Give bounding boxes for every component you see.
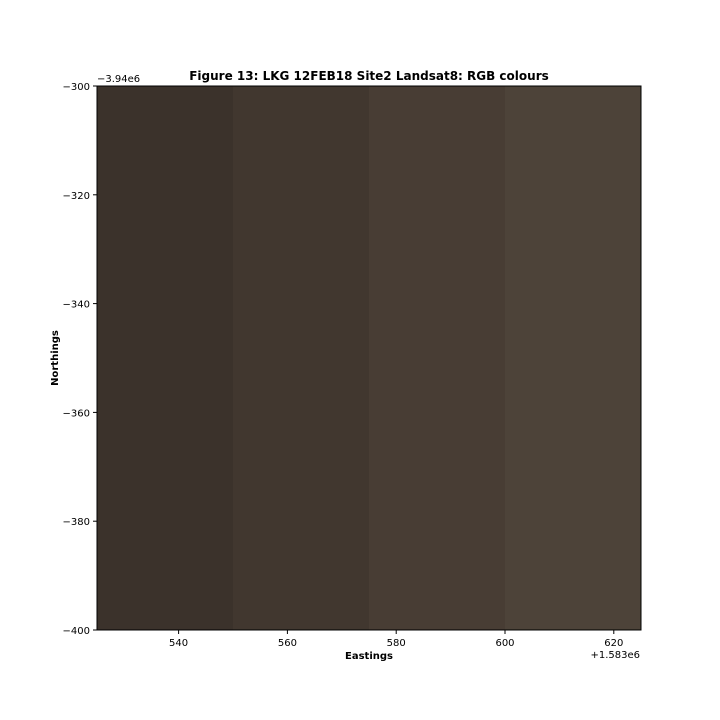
raster-cells: [97, 86, 641, 630]
x-tick-label: 580: [387, 638, 406, 649]
y-axis-label: Northings: [50, 330, 61, 386]
x-tick-label: 560: [278, 638, 297, 649]
x-tick-label: 620: [604, 638, 623, 649]
raster-cell: [369, 86, 505, 630]
x-tick-label: 540: [169, 638, 188, 649]
y-axis-ticks: −300 −320 −340 −360 −380 −400: [63, 82, 97, 637]
y-tick-label: −300: [63, 82, 90, 93]
y-offset-label: −3.94e6: [97, 74, 140, 85]
plot-frame: [96, 85, 642, 631]
x-tick-label: 600: [495, 638, 514, 649]
y-tick-label: −400: [63, 626, 90, 637]
y-tick-label: −340: [63, 300, 90, 311]
y-tick-label: −360: [63, 408, 90, 419]
x-axis-ticks: 540 560 580 600 620: [169, 630, 623, 649]
raster-cell: [233, 86, 369, 630]
chart-title: Figure 13: LKG 12FEB18 Site2 Landsat8: R…: [189, 69, 549, 83]
raster-cell: [505, 86, 641, 630]
y-tick-label: −380: [63, 517, 90, 528]
x-offset-label: +1.583e6: [590, 650, 640, 661]
y-tick-label: −320: [63, 191, 90, 202]
raster-cell: [97, 86, 233, 630]
x-axis-label: Eastings: [345, 651, 393, 662]
